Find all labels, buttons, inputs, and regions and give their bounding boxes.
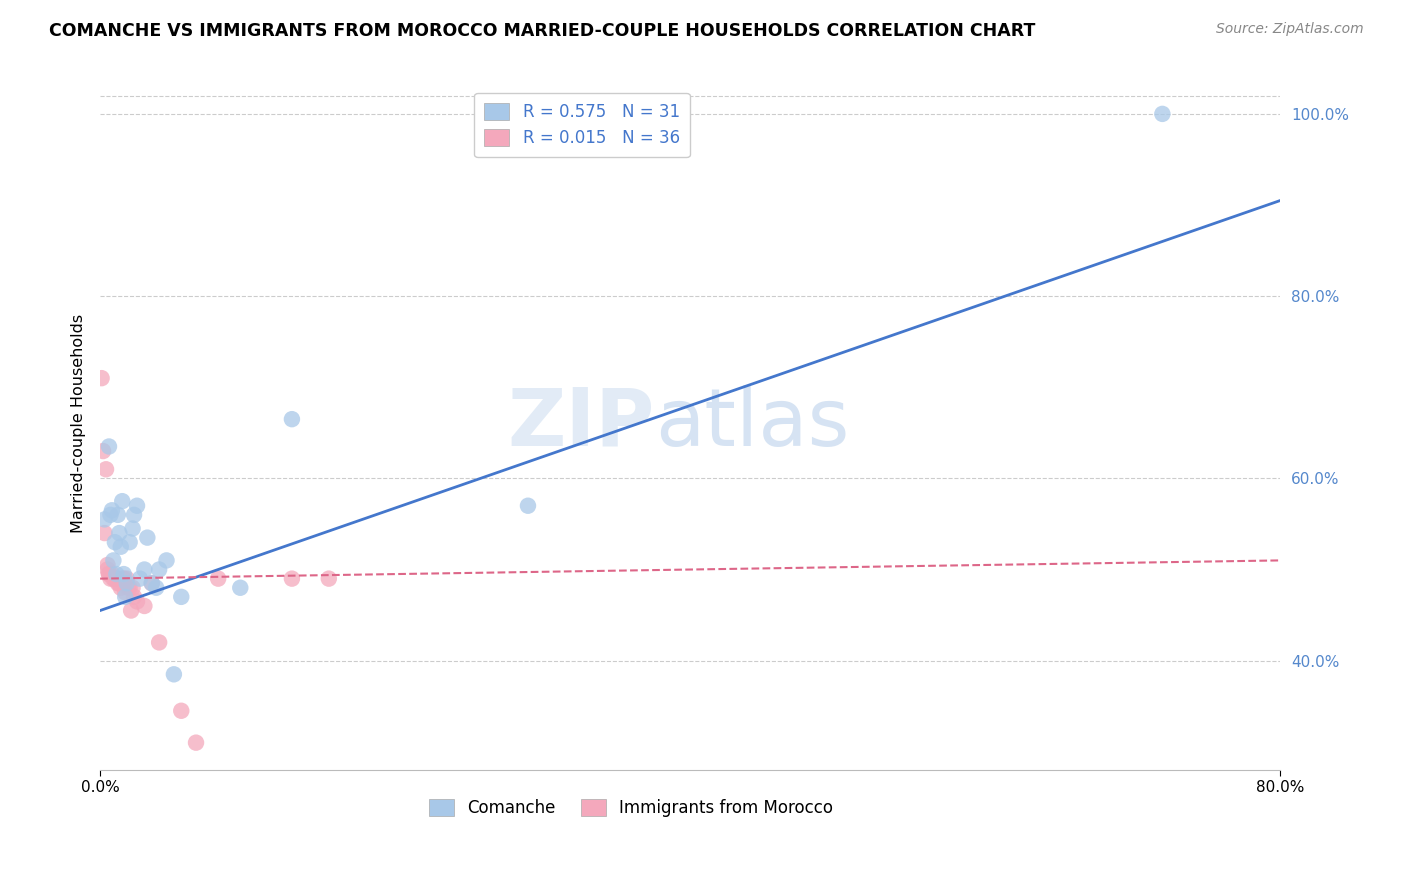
Point [111,494,134,508]
Point [134,599,156,613]
Point [207,572,229,586]
Point [101,503,124,517]
Point [108,526,131,541]
Point [114,585,136,599]
Point [101,567,124,582]
Point [104,572,127,586]
Point [170,704,193,718]
Point [105,572,128,586]
Legend: Comanche, Immigrants from Morocco: Comanche, Immigrants from Morocco [423,792,839,824]
Point [134,562,156,576]
Point [115,572,138,586]
Point [122,508,145,522]
Point [107,508,129,522]
Point [107,572,129,586]
Point [100,572,122,586]
Point [125,499,148,513]
Point [103,553,125,567]
Point [117,581,139,595]
Point [114,590,136,604]
Point [229,581,252,595]
Point [115,576,138,591]
Point [155,553,177,567]
Point [148,635,170,649]
Text: COMANCHE VS IMMIGRANTS FROM MOROCCO MARRIED-COUPLE HOUSEHOLDS CORRELATION CHART: COMANCHE VS IMMIGRANTS FROM MOROCCO MARR… [49,22,1036,40]
Point [110,581,132,595]
Point [118,535,141,549]
Point [96,558,118,572]
Point [98,567,121,582]
Point [93,512,115,526]
Point [318,572,340,586]
Point [93,526,115,541]
Point [141,576,163,591]
Point [105,567,128,582]
Point [163,667,186,681]
Point [122,590,145,604]
Point [98,567,121,582]
Point [184,736,207,750]
Y-axis label: Married-couple Households: Married-couple Households [72,314,86,533]
Point [136,531,159,545]
Text: atlas: atlas [655,384,849,463]
Point [517,499,540,513]
Point [112,567,135,582]
Text: ZIP: ZIP [508,384,655,463]
Point [94,462,117,476]
Point [103,572,125,586]
Point [145,581,167,595]
Point [110,540,132,554]
Point [108,576,131,591]
Point [120,603,142,617]
Text: Source: ZipAtlas.com: Source: ZipAtlas.com [1216,22,1364,37]
Point [141,576,163,591]
Point [91,444,114,458]
Point [112,572,135,586]
Point [104,572,127,586]
Point [107,576,129,591]
Point [125,594,148,608]
Point [111,572,134,586]
Point [281,412,304,426]
Point [121,581,143,595]
Point [104,535,127,549]
Point [118,581,141,595]
Point [129,572,152,586]
Point [96,562,118,576]
Point [148,562,170,576]
Point [170,590,193,604]
Point [100,508,122,522]
Point [98,440,121,454]
Point [121,522,143,536]
Point [281,572,304,586]
Point [1152,107,1174,121]
Point [90,371,112,385]
